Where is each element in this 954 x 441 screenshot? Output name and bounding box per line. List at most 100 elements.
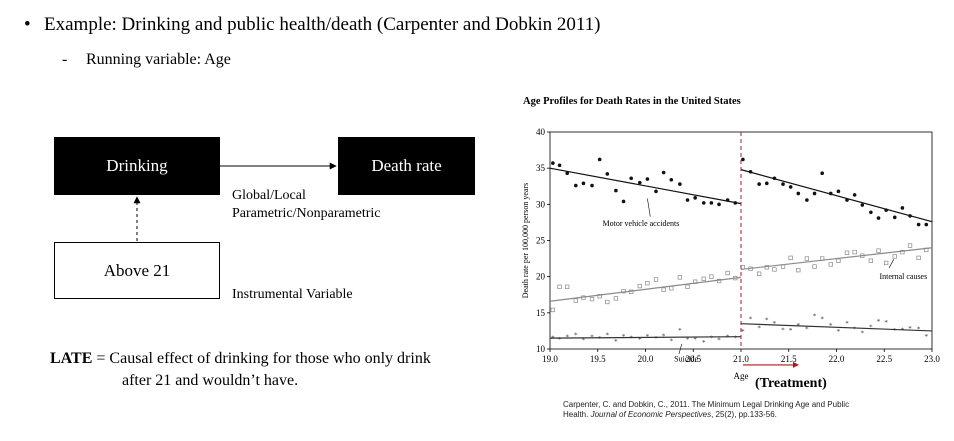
sub-bullet-item: - Running variable: Age [62, 51, 231, 69]
x-tick-label: 22.0 [829, 354, 845, 364]
late-definition: LATE = Causal effect of drinking for tho… [50, 348, 431, 392]
data-point [597, 157, 602, 162]
data-point: * [734, 334, 738, 342]
data-point [597, 294, 602, 299]
data-point [589, 296, 595, 302]
data-point [892, 215, 897, 220]
data-point [900, 206, 905, 210]
data-point [716, 278, 722, 284]
data-point [820, 256, 825, 261]
data-point: * [757, 324, 761, 332]
data-point: * [590, 334, 594, 342]
label-global-local: Global/Local [232, 188, 306, 203]
sub-bullet-text: Running variable: Age [86, 51, 231, 68]
series-label: Motor vehicle accidents [603, 219, 680, 228]
late-text-1: = Causal effect of drinking for those wh… [92, 350, 431, 367]
data-point [661, 287, 666, 292]
data-point [605, 299, 610, 305]
data-point: * [765, 316, 769, 324]
data-point [573, 183, 578, 188]
x-tick-label: 20.5 [685, 354, 701, 364]
data-point [757, 182, 761, 186]
data-point: * [837, 328, 841, 336]
data-point [788, 255, 793, 261]
chart-title: Age Profiles for Death Rates in the Unit… [523, 96, 741, 107]
data-point: * [749, 316, 753, 324]
data-point [565, 284, 570, 289]
data-point [844, 250, 850, 255]
data-point [860, 203, 865, 207]
data-point [860, 253, 865, 258]
data-point [924, 222, 929, 227]
data-point [884, 208, 888, 212]
data-point: * [686, 336, 690, 344]
data-point: * [893, 327, 897, 335]
x-tick-label: 19.5 [590, 354, 606, 364]
data-point [725, 270, 730, 276]
data-point: * [678, 327, 682, 335]
data-point [725, 198, 730, 202]
data-point: * [781, 326, 785, 334]
fit-line [549, 276, 742, 302]
data-point [678, 182, 682, 186]
drinking-label: Drinking [106, 156, 168, 175]
data-point [900, 249, 905, 255]
data-point: * [853, 326, 857, 334]
data-point: * [773, 320, 777, 328]
data-point: * [797, 322, 801, 330]
data-point [581, 295, 586, 300]
y-tick-label: 20 [536, 272, 546, 282]
data-point [764, 181, 769, 186]
data-point [590, 183, 594, 188]
data-point [748, 169, 753, 174]
data-point: * [829, 322, 833, 330]
data-point: * [565, 334, 569, 342]
citation: Carpenter, C. and Dobkin, C., 2011. The … [563, 400, 849, 420]
label-parametric: Parametric/Nonparametric [232, 206, 381, 221]
data-point [805, 198, 809, 202]
data-point: * [598, 335, 602, 343]
data-point [669, 177, 674, 182]
fit-line [549, 167, 742, 205]
data-point [613, 296, 619, 301]
data-point [557, 163, 562, 168]
series-label-pointer [647, 198, 651, 217]
series-label-pointer [678, 343, 683, 355]
data-point [916, 255, 921, 261]
data-point [748, 266, 753, 271]
data-point [876, 248, 881, 253]
series-label: Suicide [674, 354, 698, 363]
fit-line [549, 336, 742, 339]
data-point: * [861, 329, 865, 337]
x-tick-label: 20.0 [638, 354, 654, 364]
data-point [845, 198, 849, 202]
death-rate-box: Death rate [338, 137, 475, 195]
data-point [876, 216, 881, 220]
data-point [836, 189, 841, 194]
above21-box: Above 21 [54, 242, 220, 299]
data-point: * [845, 320, 849, 328]
data-point [756, 271, 762, 276]
data-point [852, 193, 857, 197]
data-point [621, 288, 626, 294]
data-point [908, 214, 912, 218]
series-label: Internal causes [879, 272, 927, 281]
late-line-2: after 21 and wouldn’t have. [50, 370, 431, 392]
data-point [772, 176, 777, 181]
data-point: * [820, 316, 824, 324]
data-point [780, 264, 786, 269]
bullet-dot: • [24, 14, 31, 35]
data-point [693, 279, 698, 284]
data-point [869, 210, 873, 215]
treatment-label: (Treatment) [755, 376, 827, 390]
sub-bullet-marker: - [62, 51, 68, 68]
data-point: * [717, 337, 721, 345]
data-point: * [693, 336, 697, 344]
data-point [828, 191, 833, 196]
data-point: * [901, 326, 905, 334]
y-tick-label: 15 [536, 308, 546, 318]
data-point: * [877, 318, 881, 326]
data-point: * [670, 337, 674, 345]
data-point: * [869, 324, 873, 332]
data-point [916, 222, 921, 227]
